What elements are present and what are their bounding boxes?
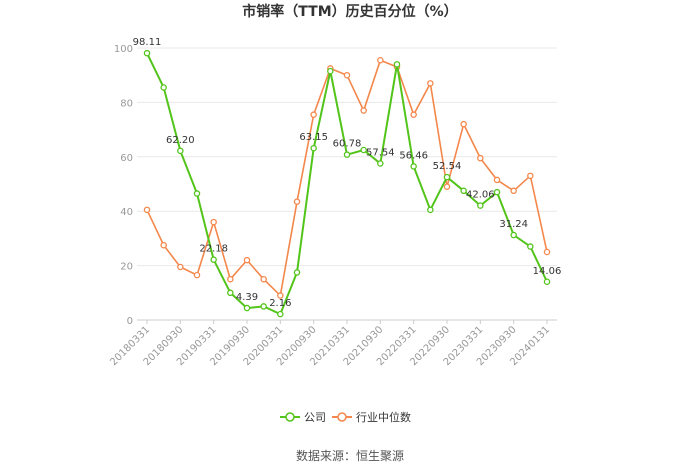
axes: 0204060801002018033120180930201903312019… (108, 44, 557, 368)
data-point (343, 71, 351, 79)
legend-swatch-marker (285, 412, 295, 422)
data-point (143, 206, 151, 214)
data-point (510, 231, 517, 239)
data-point (193, 271, 201, 279)
y-tick-label: 20 (120, 262, 133, 273)
data-point (343, 151, 351, 158)
data-label: 63.15 (299, 132, 328, 143)
data-label: 57.54 (366, 147, 395, 158)
series-line-company (146, 52, 548, 316)
data-point (327, 67, 334, 75)
data-label: 52.54 (433, 161, 462, 172)
data-point (310, 111, 317, 118)
data-label: 62.20 (166, 135, 195, 146)
y-tick-label: 60 (120, 153, 133, 164)
data-point (377, 160, 384, 167)
data-point (527, 172, 534, 180)
series-line-industry (146, 59, 548, 298)
grid (137, 47, 557, 321)
legend-swatch-marker (337, 412, 347, 422)
data-point (260, 275, 267, 283)
data-point (143, 49, 151, 57)
data-point (393, 61, 401, 68)
data-labels: 98.11 62.20 22.18 4.39 2.16 63.15 60.78 57.54 56… (133, 37, 562, 309)
data-point (543, 248, 551, 256)
data-source: 数据来源：恒生聚源 (296, 448, 404, 463)
data-point (543, 278, 551, 286)
series-layer (143, 49, 551, 318)
data-point (477, 202, 484, 209)
data-point (510, 187, 517, 195)
data-point (360, 107, 367, 114)
chart-title: 市销率（TTM）历史百分位（%） (242, 3, 457, 20)
data-label: 42.06 (466, 190, 495, 201)
legend-label: 行业中位数 (356, 410, 411, 424)
data-point (243, 256, 251, 264)
data-point (160, 84, 167, 91)
data-point (410, 163, 417, 170)
data-point (427, 206, 434, 214)
data-point (460, 120, 467, 128)
data-label: 56.46 (399, 150, 428, 161)
data-point (227, 275, 234, 283)
data-point (243, 304, 251, 312)
data-point (260, 303, 267, 310)
data-point (443, 183, 451, 190)
data-label: 4.39 (236, 292, 258, 303)
data-point (227, 289, 234, 297)
data-point (310, 144, 317, 152)
y-tick-label: 40 (120, 207, 133, 218)
data-point (460, 187, 467, 195)
data-label: 98.11 (133, 37, 162, 48)
data-point (293, 198, 301, 205)
data-label: 2.16 (269, 298, 291, 309)
data-label: 14.06 (533, 266, 562, 277)
y-tick-label: 80 (120, 98, 133, 109)
legend: 公司 行业中位数 (280, 410, 411, 424)
data-point (377, 56, 384, 64)
data-point (293, 269, 301, 276)
data-point (193, 190, 201, 197)
data-point (177, 147, 184, 155)
data-point (277, 310, 284, 318)
data-point (160, 241, 167, 249)
data-label: 22.18 (199, 244, 228, 255)
y-tick-label: 0 (127, 316, 133, 327)
data-label: 31.24 (499, 219, 528, 230)
data-point (493, 176, 501, 184)
data-point (443, 173, 451, 181)
data-point (177, 263, 184, 271)
legend-label: 公司 (304, 411, 326, 424)
data-point (477, 154, 484, 162)
data-point (527, 243, 534, 250)
data-point (410, 111, 417, 118)
data-point (210, 218, 217, 226)
data-point (277, 292, 284, 299)
data-point (210, 256, 217, 263)
data-point (360, 146, 367, 154)
data-point (427, 80, 434, 87)
y-tick-label: 100 (114, 44, 133, 55)
data-point (493, 188, 501, 196)
data-label: 60.78 (333, 139, 362, 150)
